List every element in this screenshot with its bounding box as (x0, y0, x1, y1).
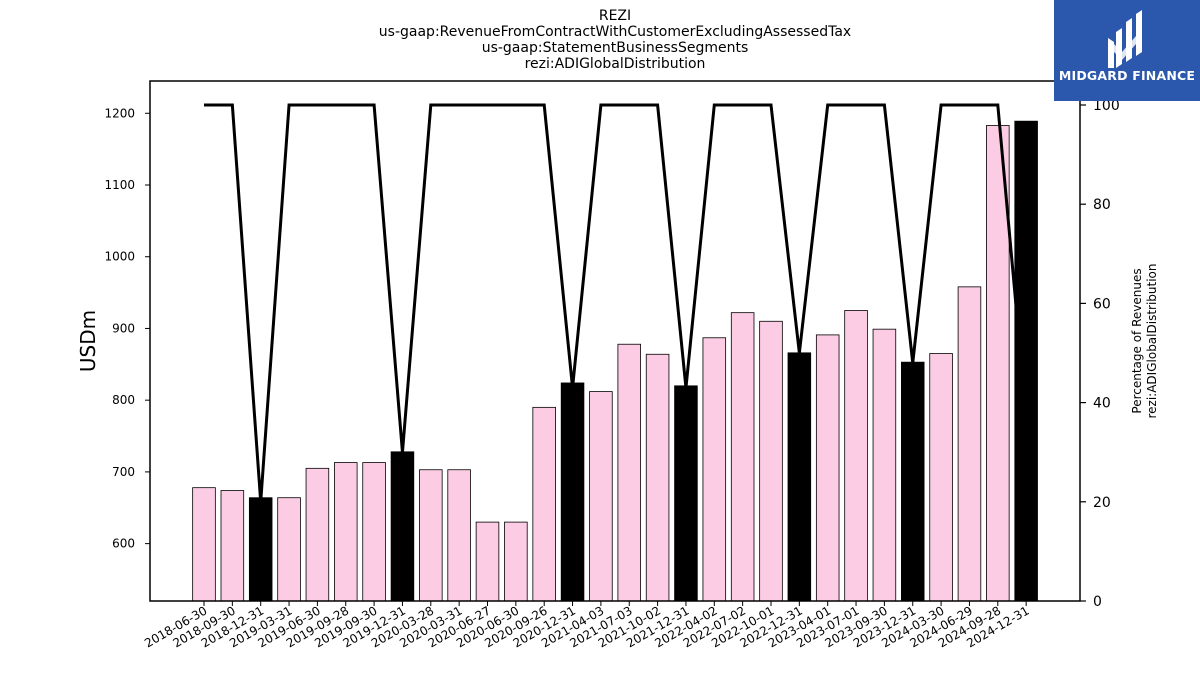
y-tick-label: 1100 (104, 178, 135, 192)
title-line-1: REZI (599, 8, 631, 24)
bar-series (192, 120, 1038, 602)
logo-text: MIDGARD FINANCE (1058, 68, 1196, 83)
y-tick-label: 1200 (104, 106, 135, 120)
percentage-line (204, 103, 1028, 502)
bar-2020-03-28 (419, 469, 443, 602)
title-line-4: rezi:ADIGlobalDistribution (525, 56, 706, 72)
bar-2022-07-02 (730, 312, 755, 602)
bar-2022-04-02 (702, 337, 727, 602)
y-tick-label: 1000 (104, 250, 135, 264)
title-line-2: us-gaap:RevenueFromContractWithCustomerE… (379, 24, 851, 40)
bar-2023-04-01 (815, 334, 840, 602)
bar-2021-12-31 (674, 385, 698, 602)
bar-2019-12-31 (390, 451, 415, 602)
bar-2020-03-31 (447, 469, 471, 602)
bar-2022-12-31 (787, 352, 812, 602)
y2-axis-label-line-2: rezi:ADIGlobalDistribution (1145, 263, 1159, 418)
bar-2022-10-01 (759, 320, 783, 602)
title-line-3: us-gaap:StatementBusinessSegments (482, 40, 749, 56)
bar-2020-06-30 (504, 521, 528, 602)
bar-2023-12-31 (901, 361, 925, 602)
percentage-line-series (204, 103, 1028, 502)
bar-2024-06-29 (957, 286, 982, 602)
bar-2018-09-30 (220, 490, 245, 602)
bar-2018-12-31 (248, 497, 273, 602)
bar-2020-06-27 (475, 521, 500, 602)
midgard-finance-logo: MIDGARD FINANCE (1054, 0, 1200, 101)
plot-frame (149, 80, 1081, 602)
logo-mark-icon (1108, 10, 1142, 68)
bar-2024-12-31 (1014, 120, 1038, 602)
y2-tick-label: 60 (1093, 296, 1111, 312)
bar-2020-09-26 (532, 406, 556, 602)
y2-tick-label: 40 (1093, 396, 1111, 412)
y2-tick-label: 80 (1093, 197, 1111, 213)
bar-2023-09-30 (872, 328, 897, 602)
bar-2021-07-03 (617, 343, 642, 602)
chart-title: REZI us-gaap:RevenueFromContractWithCust… (379, 8, 851, 72)
bar-2019-09-28 (333, 462, 358, 602)
bar-2019-03-31 (277, 497, 301, 602)
y2-tick-label: 100 (1093, 98, 1120, 114)
y2-axis-label-line-1: Percentage of Revenues (1130, 268, 1144, 413)
y-tick-label: 900 (112, 321, 135, 335)
bar-2019-06-30 (305, 467, 330, 602)
y-tick-label: 700 (112, 465, 135, 479)
bar-2021-04-03 (589, 391, 613, 602)
y2-tick-label: 20 (1093, 495, 1111, 511)
bar-2023-07-01 (844, 310, 868, 602)
y-axis-label: USDm (76, 310, 100, 372)
bar-2021-10-02 (645, 353, 670, 602)
y-tick-label: 800 (112, 393, 135, 407)
y-tick-label: 600 (112, 537, 135, 551)
bar-2020-12-31 (560, 382, 585, 602)
bar-2018-06-30 (192, 487, 216, 602)
bar-2024-03-30 (929, 353, 953, 602)
y2-tick-label: 0 (1093, 594, 1102, 610)
bar-2019-09-30 (362, 462, 386, 602)
